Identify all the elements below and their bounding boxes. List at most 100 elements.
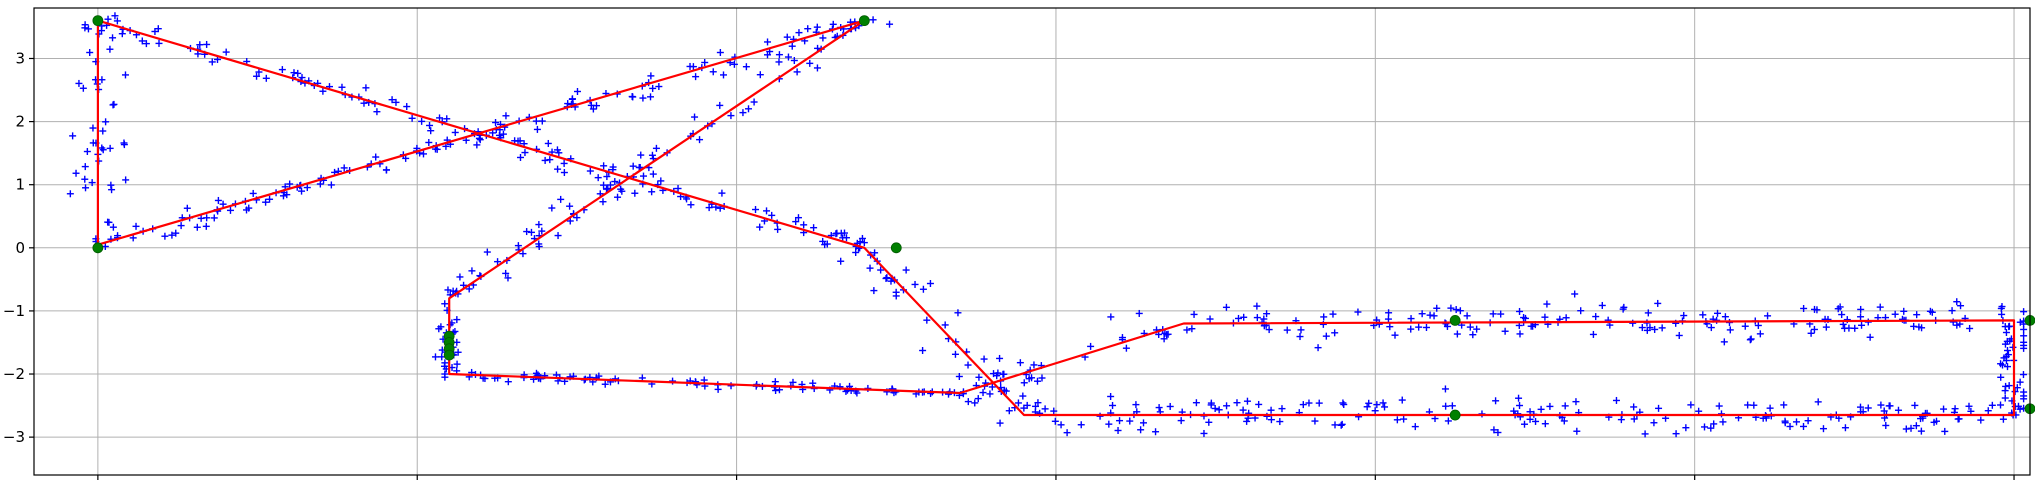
measurement-point xyxy=(118,30,126,38)
measurement-point xyxy=(554,165,562,173)
measurement-point xyxy=(1675,331,1683,339)
measurement-point xyxy=(1876,303,1884,311)
measurement-point xyxy=(764,38,772,46)
measurement-point xyxy=(810,224,818,232)
measurement-point xyxy=(1087,342,1095,350)
measurement-point xyxy=(388,96,396,104)
measurement-point xyxy=(453,360,461,368)
measurement-point xyxy=(502,112,510,120)
measurement-point xyxy=(1393,416,1401,424)
measurement-point xyxy=(1411,423,1419,431)
measurement-point xyxy=(994,369,1002,377)
measurement-point xyxy=(2011,403,2019,411)
measurement-point xyxy=(1296,333,1304,341)
measurement-point xyxy=(756,71,764,79)
measurement-point xyxy=(750,98,758,106)
measurement-point xyxy=(99,146,107,154)
measurement-point xyxy=(1857,305,1865,313)
measurement-point xyxy=(298,187,306,195)
measurement-point xyxy=(1891,310,1899,318)
measurement-point xyxy=(772,387,780,395)
measurement-point xyxy=(1311,417,1319,425)
measurement-point xyxy=(1028,374,1036,382)
measurement-point xyxy=(1152,428,1160,436)
measurement-point xyxy=(1299,401,1307,409)
measurement-point xyxy=(1800,422,1808,430)
measurement-point xyxy=(1620,303,1628,311)
measurement-point xyxy=(79,84,87,92)
measurement-point xyxy=(1750,401,1758,409)
measurement-point xyxy=(594,174,602,182)
measurement-point xyxy=(745,105,753,113)
measurement-point xyxy=(1814,398,1822,406)
measurement-point xyxy=(1456,307,1464,315)
measurement-point xyxy=(243,206,251,214)
measurement-point xyxy=(1233,399,1241,407)
measurement-point xyxy=(2002,328,2010,336)
measurement-point xyxy=(603,173,611,181)
measurement-point xyxy=(1386,323,1394,331)
measurement-point xyxy=(1205,418,1213,426)
measurement-point xyxy=(475,134,483,142)
measurement-point xyxy=(600,181,608,189)
measurement-point xyxy=(1885,402,1893,410)
measurement-point xyxy=(975,373,983,381)
measurement-point xyxy=(611,178,619,186)
measurement-point xyxy=(652,144,660,152)
grid xyxy=(34,8,2030,475)
measurement-point xyxy=(2020,338,2028,346)
measurement-point xyxy=(1658,324,1666,332)
measurement-point xyxy=(483,248,491,256)
measurement-point xyxy=(1354,308,1362,316)
measurement-point xyxy=(1443,322,1451,330)
measurement-point xyxy=(1200,429,1208,437)
measurement-point xyxy=(1033,377,1041,385)
measurement-point xyxy=(1426,311,1434,319)
measurement-point xyxy=(1331,421,1339,429)
measurement-point xyxy=(327,181,335,189)
measurement-point xyxy=(1020,379,1028,387)
measurement-point xyxy=(1999,415,2007,423)
measurement-point xyxy=(1643,326,1651,334)
measurement-point xyxy=(1997,401,2005,409)
measurement-point xyxy=(1680,312,1688,320)
measurement-point xyxy=(1516,330,1524,338)
axis-ticks: −3 −2 −1 0 1 2 3 xyxy=(3,49,2015,480)
measurement-point xyxy=(1107,313,1115,321)
measurement-point xyxy=(1063,429,1071,437)
measurement-point xyxy=(979,389,987,397)
measurement-point xyxy=(1041,405,1049,413)
measurement-point xyxy=(495,131,503,139)
measurement-point xyxy=(629,162,637,170)
measurement-point xyxy=(1612,396,1620,404)
measurement-point xyxy=(858,234,866,242)
measurement-point xyxy=(419,150,427,158)
measurement-point xyxy=(629,93,637,101)
measurement-point xyxy=(431,353,439,361)
measurement-point xyxy=(2016,405,2024,413)
measurement-point xyxy=(601,380,609,388)
measurement-point xyxy=(648,188,656,196)
measurement-point xyxy=(1650,419,1658,427)
measurement-point xyxy=(566,217,574,225)
measurement-point xyxy=(138,37,146,45)
measurement-point xyxy=(262,74,270,82)
measurement-point xyxy=(1407,325,1415,333)
measurement-point xyxy=(716,49,724,57)
measurement-point xyxy=(1687,401,1695,409)
measurement-point xyxy=(568,95,576,103)
measurement-point xyxy=(1400,415,1408,423)
measurement-point xyxy=(1707,424,1715,432)
measurement-point xyxy=(362,84,370,92)
measurement-point xyxy=(1016,359,1024,367)
measurement-point xyxy=(1222,303,1230,311)
measurement-point xyxy=(436,114,444,122)
measurement-point xyxy=(1526,415,1534,423)
measurement-point xyxy=(1617,416,1625,424)
measurement-point xyxy=(1431,415,1439,423)
measurement-point xyxy=(161,232,169,240)
measurement-point xyxy=(1907,424,1915,432)
measurement-point xyxy=(465,285,473,293)
measurement-point xyxy=(1682,424,1690,432)
